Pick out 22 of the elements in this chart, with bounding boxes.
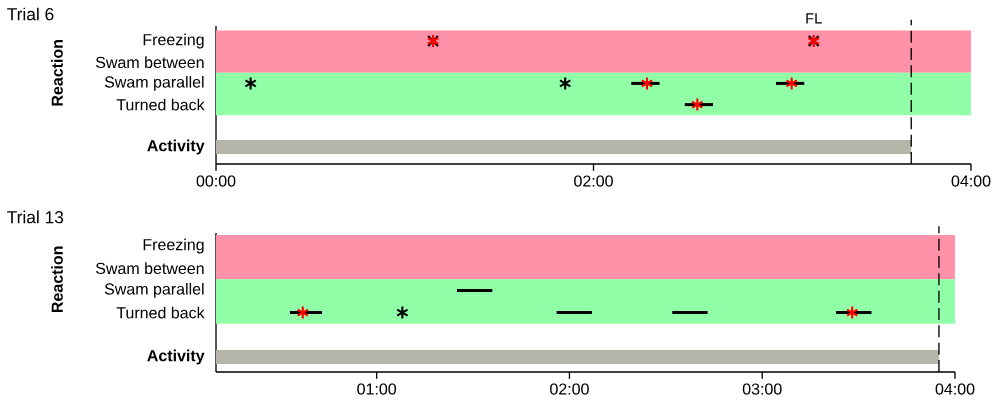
y-tick-label: Swam between [95,262,204,275]
x-tick-label: 04:00 [935,383,975,395]
y-axis-title: Reaction [51,40,63,106]
text: Trial 13 [7,210,64,224]
y-tick-label: Swam between [95,56,204,69]
y-tick-label: Activity [147,139,205,155]
x-tick-label: 01:00 [357,383,397,395]
x-tick-label: 04:00 [951,175,991,187]
text: Trial 6 [7,7,54,21]
y-tick-label: Swam parallel [104,282,204,298]
y-tick-label: Turned back [116,306,205,319]
x-tick-label: 00:00 [196,175,236,187]
y-tick-label: Activity [147,349,205,365]
y-tick-label: Freezing [143,33,204,49]
annotation: FL [806,13,822,24]
y-tick-label: Turned back [116,98,205,111]
x-tick-label: 02:00 [550,383,589,395]
y-tick-label: Freezing [143,238,204,254]
x-tick-label: 03:00 [742,383,782,395]
y-axis-title: Reaction [51,246,63,313]
y-tick-label: Swam parallel [104,75,204,91]
x-tick-label: 02:00 [574,175,613,187]
